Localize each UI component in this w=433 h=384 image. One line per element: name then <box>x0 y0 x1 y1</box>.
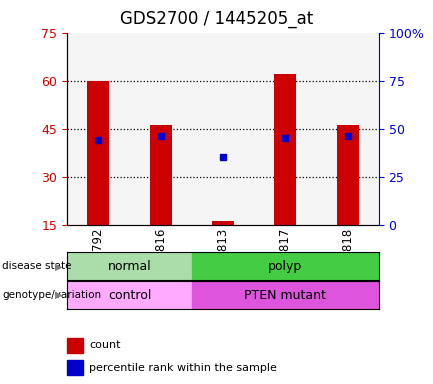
Bar <box>337 126 359 225</box>
Text: control: control <box>108 289 151 301</box>
Text: count: count <box>89 340 120 350</box>
Bar <box>67 338 83 353</box>
Bar <box>87 81 109 225</box>
Bar <box>67 360 83 375</box>
Bar <box>67 281 192 309</box>
Bar <box>192 252 379 280</box>
Bar <box>150 126 171 225</box>
Text: polyp: polyp <box>268 260 303 273</box>
Text: percentile rank within the sample: percentile rank within the sample <box>89 362 277 373</box>
Bar <box>192 281 379 309</box>
Text: PTEN mutant: PTEN mutant <box>244 289 326 301</box>
Text: normal: normal <box>107 260 152 273</box>
Text: ▶: ▶ <box>55 290 62 300</box>
Text: ▶: ▶ <box>55 262 62 271</box>
Bar <box>67 252 192 280</box>
Text: genotype/variation: genotype/variation <box>2 290 101 300</box>
Bar <box>212 222 234 225</box>
Text: disease state: disease state <box>2 262 72 271</box>
Bar <box>275 74 296 225</box>
Text: GDS2700 / 1445205_at: GDS2700 / 1445205_at <box>120 10 313 28</box>
